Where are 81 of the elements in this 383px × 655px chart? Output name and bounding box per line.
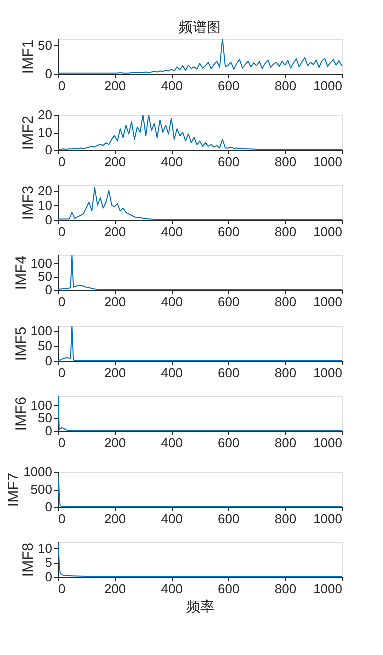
y-axis-title: IMF5 (12, 326, 30, 362)
y-tick-label: 0 (45, 354, 52, 368)
y-tick-label: 0 (45, 500, 52, 514)
y-tick-label: 10 (38, 125, 52, 140)
y-tick-label: 100 (30, 324, 52, 339)
x-tick-label: 1000 (314, 78, 342, 94)
x-tick-label: 400 (161, 294, 183, 310)
y-axis-title: IMF3 (20, 186, 38, 220)
x-tick-label: 200 (104, 224, 126, 240)
y-tick-label: 10 (38, 198, 52, 213)
y-tick-label: 1000 (24, 464, 52, 480)
y-tick-label: 50 (38, 38, 52, 53)
y-tick-label: 0 (45, 212, 52, 228)
y-tick-label: 50 (38, 410, 52, 426)
x-tick-label: 800 (274, 78, 297, 94)
x-tick-label: 0 (58, 294, 66, 310)
x-tick-label: 800 (274, 436, 297, 450)
y-tick-label: 0 (45, 282, 52, 298)
y-tick-label: 20 (38, 108, 52, 122)
x-tick-label: 600 (218, 512, 240, 526)
y-tick-label: 50 (38, 338, 52, 354)
x-tick-label: 200 (104, 154, 126, 170)
x-tick-label: 1000 (314, 366, 342, 380)
y-tick-label: 0 (45, 424, 52, 438)
x-tick-label: 1000 (314, 224, 342, 240)
y-tick-label: 0 (45, 142, 52, 158)
y-axis-title: IMF1 (20, 40, 38, 74)
x-tick-label: 400 (161, 512, 183, 526)
y-axis-title: IMF7 (6, 472, 23, 508)
x-tick-label: 0 (58, 436, 66, 450)
x-tick-label: 800 (274, 512, 297, 526)
y-tick-label: 100 (30, 256, 52, 271)
x-tick-label: 400 (161, 154, 183, 170)
x-tick-label: 0 (58, 224, 66, 240)
y-tick-label: 100 (30, 398, 52, 413)
x-tick-label: 200 (104, 366, 126, 380)
x-tick-label: 0 (58, 154, 66, 170)
x-tick-label: 600 (218, 224, 240, 240)
x-tick-label: 400 (161, 366, 183, 380)
x-tick-label: 0 (58, 512, 66, 526)
y-tick-label: 0 (45, 570, 52, 584)
x-tick-label: 600 (218, 294, 240, 310)
x-tick-label: 200 (104, 436, 126, 450)
y-tick-label: 0 (45, 66, 52, 82)
x-tick-label: 0 (58, 78, 66, 94)
y-axis-title: IMF4 (12, 256, 30, 290)
x-tick-label: 1000 (314, 294, 342, 310)
x-tick-label: 1000 (314, 512, 342, 526)
x-tick-label: 800 (274, 224, 297, 240)
x-tick-label: 0 (58, 582, 66, 596)
y-axis-title: IMF6 (12, 396, 30, 432)
y-tick-label: 20 (38, 183, 52, 198)
x-tick-label: 600 (218, 436, 240, 450)
x-tick-label: 600 (218, 582, 240, 596)
x-tick-label: 600 (218, 154, 240, 170)
chart-title: 频谱图 (179, 20, 221, 36)
x-tick-label: 800 (274, 294, 297, 310)
x-tick-label: 800 (274, 154, 297, 170)
y-axis-title: IMF2 (20, 116, 38, 150)
x-tick-label: 400 (161, 78, 183, 94)
x-tick-label: 600 (218, 78, 240, 94)
x-tick-label: 800 (274, 582, 297, 596)
x-tick-label: 200 (104, 78, 126, 94)
y-axis-title: IMF8 (20, 542, 38, 578)
x-tick-label: 800 (274, 366, 297, 380)
y-tick-label: 5 (45, 555, 52, 570)
y-tick-label: 500 (30, 482, 52, 497)
y-tick-label: 50 (38, 269, 52, 284)
x-tick-label: 400 (161, 582, 183, 596)
x-tick-label: 400 (161, 436, 183, 450)
y-tick-label: 10 (38, 540, 52, 556)
x-tick-label: 200 (104, 512, 126, 526)
x-axis-title: 频率 (186, 600, 214, 616)
x-tick-label: 400 (161, 224, 183, 240)
x-tick-label: 0 (58, 366, 66, 380)
x-tick-label: 600 (218, 366, 240, 380)
x-tick-label: 1000 (314, 154, 342, 170)
x-tick-label: 1000 (314, 582, 342, 596)
x-tick-label: 200 (104, 294, 126, 310)
x-tick-label: 200 (104, 582, 126, 596)
x-tick-label: 1000 (314, 436, 342, 450)
